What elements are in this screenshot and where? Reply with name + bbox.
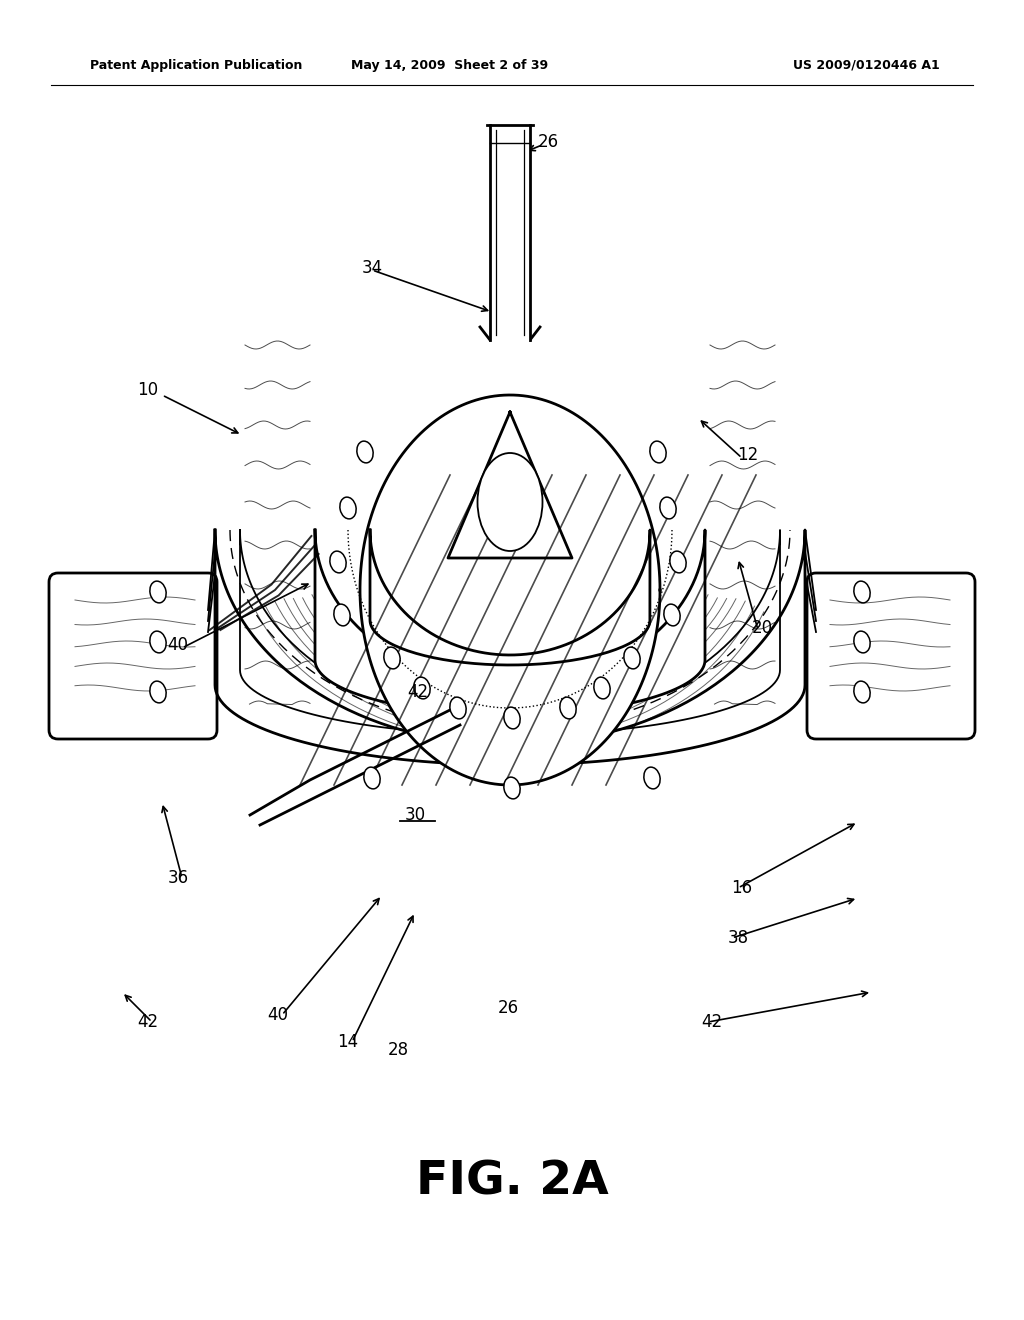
Text: 10: 10 xyxy=(137,381,159,399)
Text: Patent Application Publication: Patent Application Publication xyxy=(90,58,302,71)
Text: 36: 36 xyxy=(168,869,188,887)
Ellipse shape xyxy=(450,697,466,719)
Ellipse shape xyxy=(659,498,676,519)
Ellipse shape xyxy=(644,767,660,789)
Ellipse shape xyxy=(356,441,373,463)
Text: 34: 34 xyxy=(361,259,383,277)
Polygon shape xyxy=(315,531,705,715)
Polygon shape xyxy=(215,531,805,766)
Text: 28: 28 xyxy=(387,1041,409,1059)
Ellipse shape xyxy=(854,631,870,653)
Ellipse shape xyxy=(650,441,667,463)
Text: 16: 16 xyxy=(731,879,753,898)
Text: 26: 26 xyxy=(498,999,518,1016)
Polygon shape xyxy=(360,395,660,785)
Ellipse shape xyxy=(477,453,543,550)
Ellipse shape xyxy=(364,767,380,789)
Text: May 14, 2009  Sheet 2 of 39: May 14, 2009 Sheet 2 of 39 xyxy=(351,58,549,71)
Ellipse shape xyxy=(340,498,356,519)
Text: FIG. 2A: FIG. 2A xyxy=(416,1159,608,1204)
Ellipse shape xyxy=(854,681,870,702)
Text: 30: 30 xyxy=(404,807,426,824)
Text: 20: 20 xyxy=(752,619,772,638)
Ellipse shape xyxy=(150,581,166,603)
Ellipse shape xyxy=(384,647,400,669)
Ellipse shape xyxy=(560,697,577,719)
Text: 14: 14 xyxy=(338,1034,358,1051)
Text: 42: 42 xyxy=(137,1012,159,1031)
Text: US 2009/0120446 A1: US 2009/0120446 A1 xyxy=(794,58,940,71)
Ellipse shape xyxy=(504,777,520,799)
Ellipse shape xyxy=(504,708,520,729)
Ellipse shape xyxy=(150,681,166,702)
Text: 12: 12 xyxy=(737,446,759,465)
Text: 42: 42 xyxy=(701,1012,723,1031)
Ellipse shape xyxy=(150,631,166,653)
FancyBboxPatch shape xyxy=(49,573,217,739)
Text: 42: 42 xyxy=(408,682,429,701)
Polygon shape xyxy=(490,125,530,341)
Ellipse shape xyxy=(414,677,430,698)
Text: 40: 40 xyxy=(267,1006,289,1024)
Ellipse shape xyxy=(594,677,610,698)
Ellipse shape xyxy=(330,552,346,573)
Ellipse shape xyxy=(334,605,350,626)
Ellipse shape xyxy=(664,605,680,626)
Ellipse shape xyxy=(670,552,686,573)
Text: 38: 38 xyxy=(727,929,749,946)
Ellipse shape xyxy=(624,647,640,669)
Ellipse shape xyxy=(854,581,870,603)
Text: 26: 26 xyxy=(538,133,558,150)
Text: 40: 40 xyxy=(168,636,188,653)
FancyBboxPatch shape xyxy=(807,573,975,739)
